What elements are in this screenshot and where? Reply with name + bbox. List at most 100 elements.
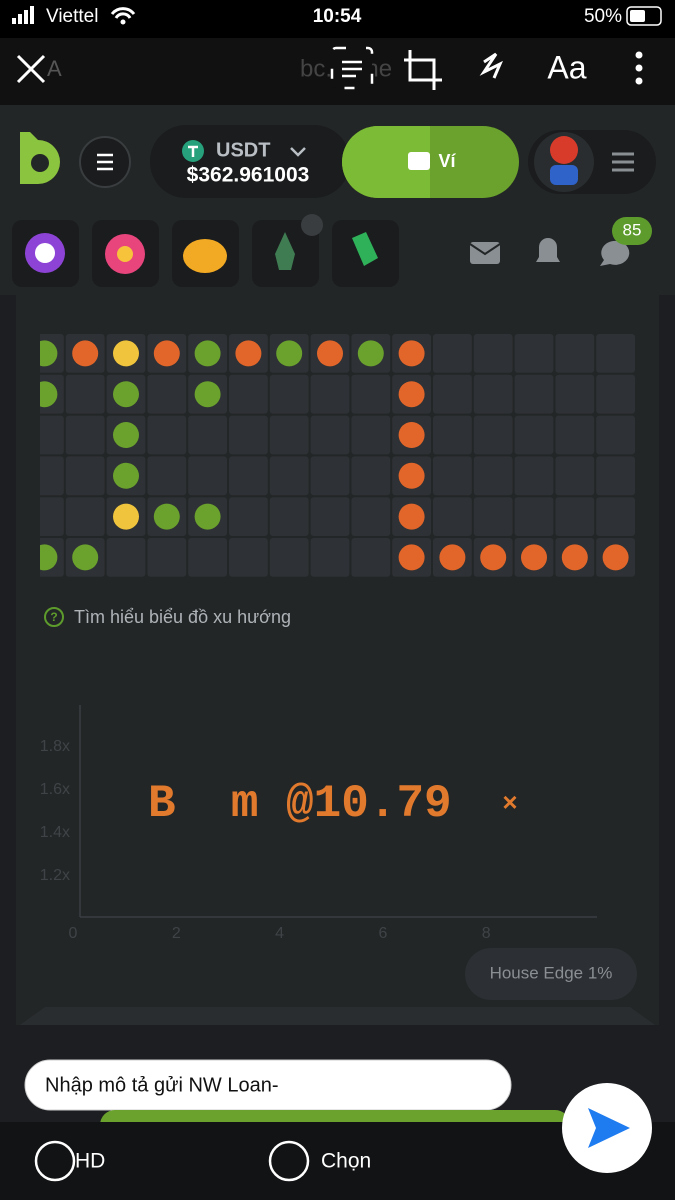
piggy-icon bbox=[183, 239, 227, 273]
grid-cell bbox=[65, 456, 105, 496]
spin-icon-center bbox=[35, 243, 55, 263]
grid-cell bbox=[269, 374, 309, 414]
grid-cell bbox=[514, 497, 554, 536]
trend-dot bbox=[439, 544, 466, 571]
trend-dot bbox=[153, 503, 180, 530]
input-placeholder: Nhập mô tả gửi NW Loan- bbox=[45, 1074, 279, 1096]
grid-cell bbox=[188, 538, 227, 577]
trend-dot bbox=[113, 503, 139, 530]
rocket-icon bbox=[275, 232, 295, 270]
trend-dot bbox=[235, 340, 262, 367]
crash-result: B m @10.79 bbox=[148, 778, 452, 830]
menu-icon bbox=[97, 153, 113, 171]
currency-dropdown[interactable] bbox=[290, 147, 306, 157]
grid-cell bbox=[596, 456, 635, 496]
panel-footer bbox=[20, 1007, 655, 1025]
draw-tool[interactable] bbox=[479, 52, 503, 79]
y-tick-label: 1.8x bbox=[40, 738, 70, 755]
wallet-label: Ví bbox=[438, 151, 456, 171]
close-button[interactable] bbox=[16, 54, 46, 84]
grid-cell bbox=[310, 538, 350, 577]
mail-flap bbox=[469, 243, 501, 256]
chat-badge bbox=[612, 217, 652, 245]
wifi-icon bbox=[110, 7, 136, 19]
grid-cell bbox=[269, 415, 309, 455]
grid-cell bbox=[310, 415, 350, 455]
trend-dot bbox=[113, 381, 139, 408]
grid-cell bbox=[229, 374, 268, 414]
trend-dot bbox=[113, 340, 139, 367]
grid-cell bbox=[40, 456, 64, 496]
grid-cell bbox=[40, 415, 64, 455]
avatar-head bbox=[550, 136, 578, 164]
grid-cell bbox=[40, 497, 64, 536]
grid-cell bbox=[555, 334, 595, 373]
grid-cell bbox=[65, 374, 105, 414]
trend-dot bbox=[398, 544, 425, 571]
grid-cell bbox=[514, 415, 554, 455]
grid-cell bbox=[473, 497, 513, 536]
trend-dot bbox=[40, 381, 58, 408]
help-icon[interactable] bbox=[44, 607, 64, 627]
battery bbox=[626, 6, 662, 26]
x-tick-label: 0 bbox=[69, 925, 78, 942]
x-tick-label: 8 bbox=[482, 925, 491, 942]
grid-cell bbox=[229, 456, 268, 496]
trend-dot bbox=[317, 340, 343, 367]
select-toggle[interactable] bbox=[268, 1140, 310, 1182]
x-tick-label: 6 bbox=[378, 925, 387, 942]
trend-dot bbox=[521, 544, 547, 571]
chat-icon[interactable] bbox=[600, 240, 630, 266]
grid-cell bbox=[269, 456, 309, 496]
trend-dot bbox=[72, 340, 99, 367]
grid-cell bbox=[555, 415, 595, 455]
trend-grid bbox=[40, 334, 635, 577]
currency: USDT bbox=[216, 139, 270, 161]
help-link[interactable]: Tìm hiểu biểu đồ xu hướng bbox=[74, 607, 291, 627]
trend-dot bbox=[398, 422, 425, 448]
bottom-bar bbox=[0, 1122, 675, 1200]
grid-cell bbox=[514, 334, 554, 373]
grid-cell bbox=[596, 415, 635, 455]
grid-cell bbox=[65, 497, 105, 536]
grid-cell bbox=[351, 415, 391, 455]
grid-cell bbox=[555, 374, 595, 414]
hd-toggle[interactable] bbox=[34, 1140, 76, 1182]
trend-dot bbox=[194, 503, 221, 530]
chart-labels: 1.8x 1.6x 1.4x 1.2x 0 2 4 6 8 bbox=[40, 738, 491, 942]
grid-cell bbox=[188, 456, 227, 496]
crop-tool[interactable] bbox=[404, 50, 442, 90]
grid-cell bbox=[147, 374, 187, 414]
trend-dot bbox=[194, 340, 221, 367]
grid-cell bbox=[473, 415, 513, 455]
url-prefix: A bbox=[47, 56, 62, 81]
balance-pill[interactable] bbox=[150, 125, 350, 198]
trend-dot bbox=[602, 544, 629, 571]
avatar-body bbox=[550, 165, 578, 185]
more-button[interactable] bbox=[635, 51, 643, 85]
trend-dot bbox=[357, 340, 384, 367]
grid-cell bbox=[351, 456, 391, 496]
bell-icon[interactable] bbox=[536, 238, 560, 262]
grid-cell bbox=[555, 456, 595, 496]
trend-dot bbox=[480, 544, 507, 571]
lock-badge bbox=[301, 214, 323, 236]
select-label: Chọn bbox=[321, 1150, 371, 1173]
x-tick-label: 2 bbox=[172, 925, 181, 942]
crash-result-suffix: × bbox=[502, 787, 517, 817]
grid-cell bbox=[351, 374, 391, 414]
trend-dot bbox=[398, 462, 425, 489]
grid-cell bbox=[433, 415, 472, 455]
grid-cell bbox=[473, 374, 513, 414]
grid-cell bbox=[596, 497, 635, 536]
clock: 10:54 bbox=[313, 6, 362, 27]
grid-cell bbox=[433, 497, 472, 536]
text-tool[interactable]: Aa bbox=[547, 49, 586, 85]
y-tick-label: 1.2x bbox=[40, 867, 70, 884]
x-tick-label: 4 bbox=[275, 925, 284, 942]
grid-cell bbox=[106, 538, 146, 577]
y-tick-label: 1.6x bbox=[40, 781, 70, 798]
trend-dot bbox=[561, 544, 588, 571]
wifi-dot bbox=[120, 19, 126, 25]
